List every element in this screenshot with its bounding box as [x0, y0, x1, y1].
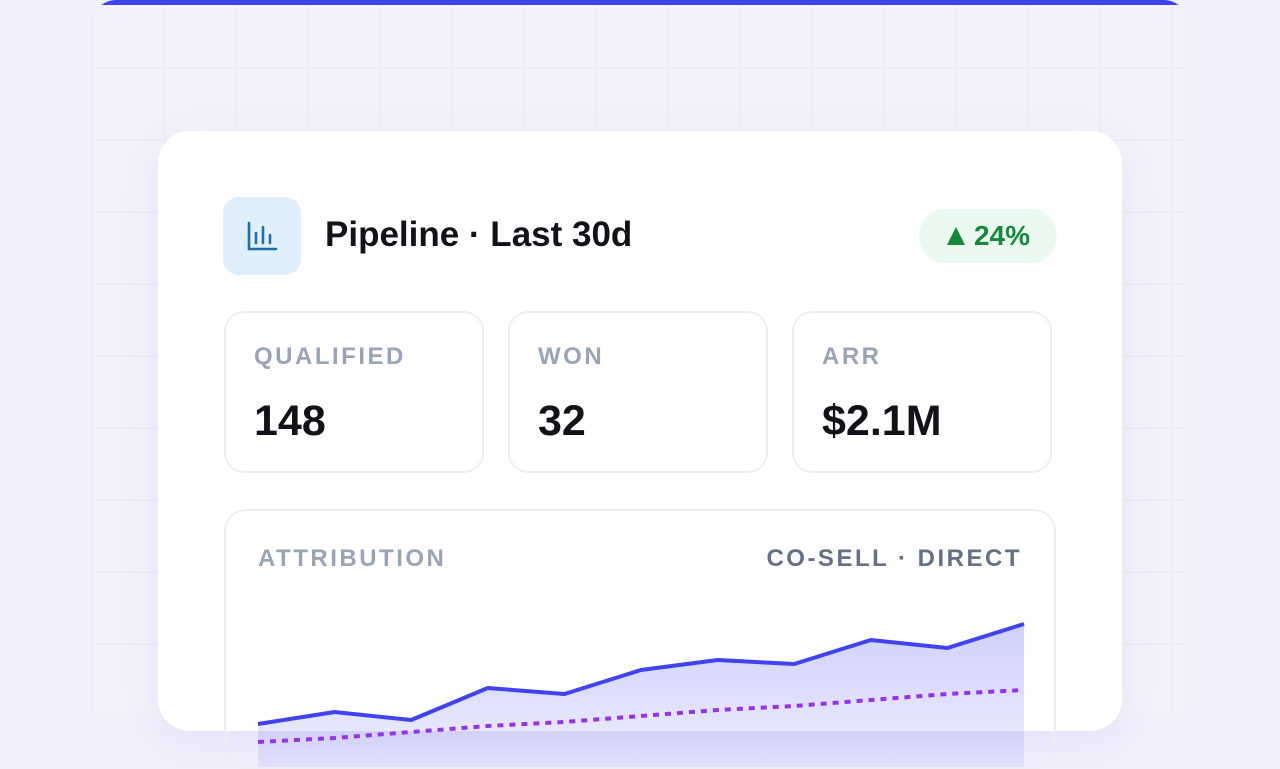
- change-badge: 24%: [919, 209, 1057, 263]
- icon: [223, 197, 301, 275]
- top-bar: [92, 0, 1188, 5]
- stat-label: QUALIFIED: [254, 343, 406, 370]
- stat-label: WON: [538, 343, 605, 370]
- stat-value: 148: [254, 397, 326, 445]
- chart-panel: ATTRIBUTION CO-SELL · DIRECT: [224, 509, 1056, 769]
- stat-card: QUALIFIED 148: [224, 311, 484, 473]
- chart-title: ATTRIBUTION: [258, 545, 447, 572]
- legend: CO-SELL · DIRECT: [766, 545, 1022, 572]
- line: [257, 688, 1025, 744]
- line: [257, 622, 1025, 726]
- stat-value: $2.1M: [822, 397, 942, 445]
- stat-label: ARR: [822, 343, 882, 370]
- stat-value: 32: [538, 397, 586, 445]
- badge-text: 24%: [973, 220, 1031, 251]
- up-arrow: [946, 227, 965, 245]
- page: Pipeline · Last 30d 24% QUALIFIED 148 WON 3…: [92, 0, 1188, 769]
- card: Pipeline · Last 30d 24% QUALIFIED 148 WON 3…: [158, 131, 1122, 769]
- stat-card: ARR $2.1M: [792, 311, 1052, 473]
- chart-icon: [247, 221, 278, 251]
- title: Pipeline · Last 30d: [325, 215, 633, 254]
- stat-card: WON 32: [508, 311, 768, 473]
